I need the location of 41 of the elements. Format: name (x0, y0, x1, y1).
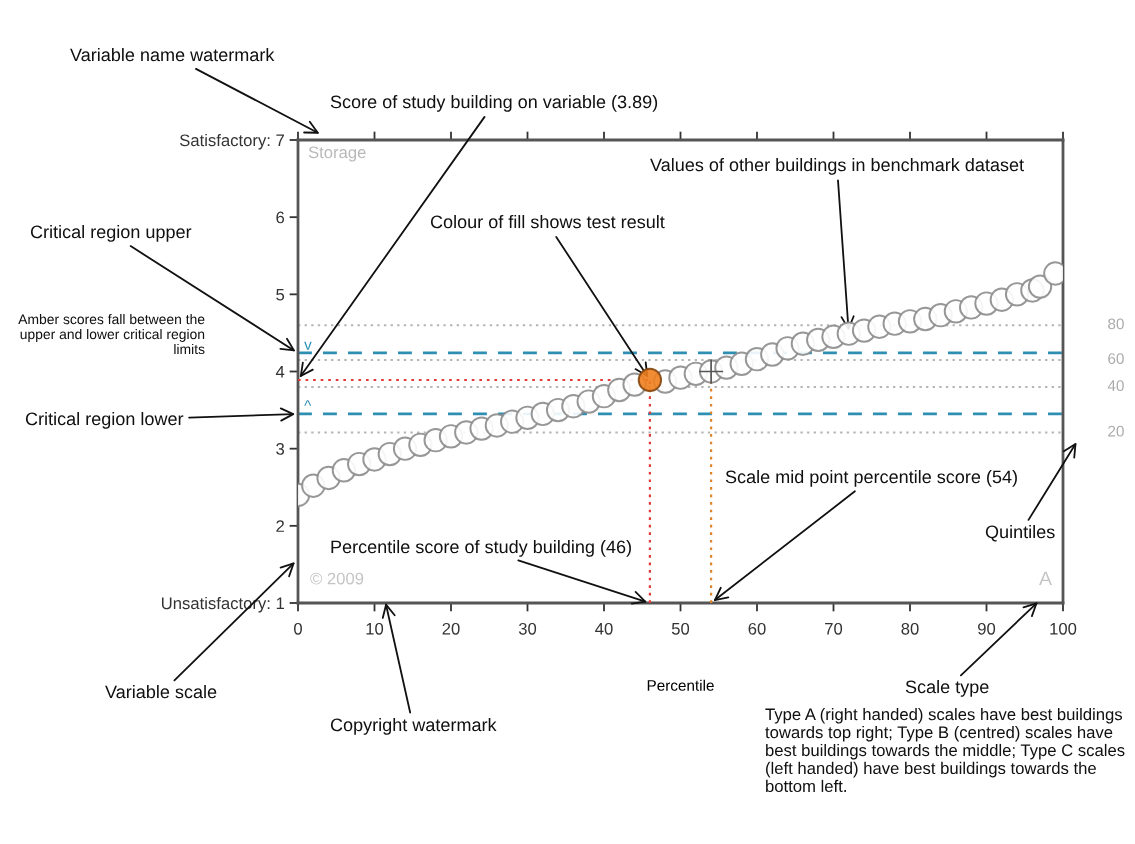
x-tick-label: 30 (518, 622, 537, 635)
ref-line-label: ^ (304, 400, 312, 406)
x-axis-title: Percentile (647, 679, 714, 691)
annotation: Score of study building on variable (3.89) (330, 95, 658, 112)
y-tick-label: Satisfactory: 7 (179, 133, 284, 150)
x-tick-label: 100 (1050, 622, 1077, 635)
x-tick-label: 10 (366, 622, 384, 635)
annotation: Percentile score of study building (46) (331, 540, 631, 557)
x-tick-label: 80 (901, 622, 919, 635)
text: Amber scores fall between the upper and lower critical region limits (18, 314, 205, 355)
x-tick-label: 50 (671, 622, 690, 635)
annotation: Scale mid point percentile score (54) (725, 470, 1017, 487)
annotation: 40 (1107, 380, 1124, 392)
text: Variable scale (105, 685, 217, 699)
x-tick-label: 40 (595, 622, 613, 635)
text: Variable name watermark (70, 48, 275, 62)
annotation: 80 (1108, 318, 1124, 330)
annotation: © 2009 (310, 572, 364, 585)
annotation: Critical region upper (30, 225, 192, 242)
annotation: 60 (1108, 353, 1124, 365)
y-tick-label: 2 (276, 520, 284, 532)
y-tick-label: 4 (275, 366, 285, 378)
y-tick-label: 3 (276, 443, 285, 455)
ref-line-label: v (304, 341, 312, 350)
annotation: 20 (1108, 425, 1124, 437)
x-tick-label: 90 (978, 622, 996, 635)
text: Scale type (905, 680, 989, 697)
x-tick-label: 70 (825, 622, 843, 635)
x-tick-label: 0 (294, 622, 302, 635)
y-tick-label: 6 (276, 211, 285, 224)
annotation: Colour of fill shows test result (430, 215, 665, 229)
y-tick-label: 5 (276, 288, 285, 301)
x-tick-label: 60 (748, 622, 766, 635)
annotation: Values of other buildings in benchmark dataset (650, 158, 1024, 175)
text: Copyright watermark (330, 718, 497, 735)
annotation: Critical region lower (25, 412, 184, 429)
annotation: A (1039, 571, 1052, 586)
text: Type A (right handed) scales have best buildings towards top right; Type B (centred) scales have best buildings towards the middle; Type C scales (left handed) have best buildings towards the bottom left. (765, 708, 1125, 793)
annotation: Storage (308, 146, 366, 162)
annotation: Quintiles (985, 525, 1055, 542)
x-tick-label: 20 (442, 622, 460, 635)
